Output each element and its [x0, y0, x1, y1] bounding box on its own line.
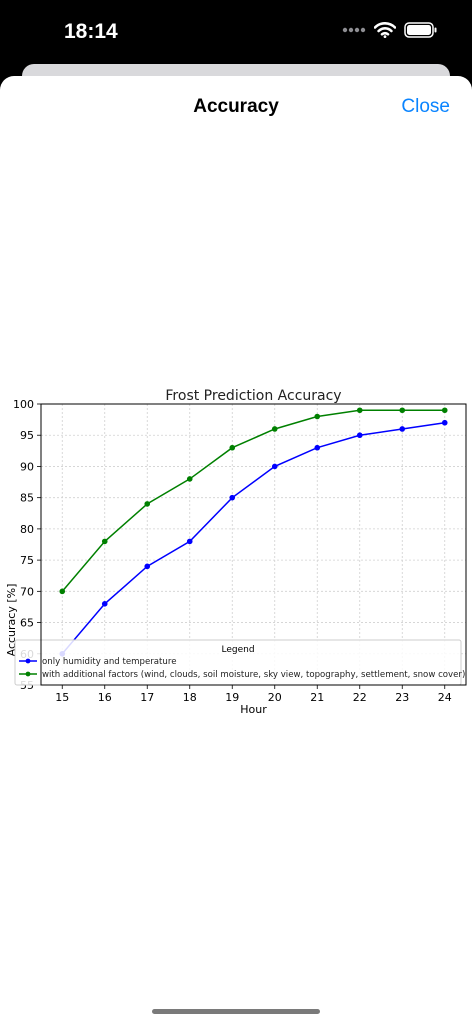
data-point — [144, 563, 151, 570]
battery-icon — [404, 22, 437, 38]
data-point — [59, 588, 66, 595]
data-point — [399, 407, 406, 414]
home-indicator — [152, 1009, 320, 1014]
x-tick-label: 19 — [225, 691, 239, 704]
x-tick-label: 23 — [395, 691, 409, 704]
status-bar: 18:14 — [0, 0, 472, 64]
data-point — [144, 501, 151, 507]
x-tick-label: 16 — [98, 691, 112, 704]
series-line — [61, 409, 445, 592]
data-point — [314, 413, 321, 420]
data-point — [186, 538, 193, 545]
x-tick-label: 17 — [140, 691, 154, 704]
chart-title: Frost Prediction Accuracy — [165, 388, 341, 404]
x-axis-label: Hour — [240, 703, 267, 716]
series-lines — [59, 407, 448, 657]
x-tick-label: 20 — [268, 691, 282, 704]
y-tick-label: 80 — [20, 523, 34, 536]
data-point — [229, 444, 236, 451]
legend-swatch-marker — [25, 658, 31, 664]
y-tick-label: 95 — [20, 429, 34, 442]
data-point — [101, 601, 108, 607]
data-point — [356, 407, 363, 414]
data-point — [441, 407, 448, 414]
y-tick-label: 100 — [13, 398, 34, 411]
x-tick-label: 22 — [353, 691, 367, 704]
legend-entry-label: with additional factors (wind, clouds, s… — [42, 670, 465, 680]
axis-ticks: 1516171819202122232455606570758085909510… — [13, 398, 452, 704]
data-point — [271, 426, 278, 432]
page-title: Accuracy — [193, 96, 279, 117]
data-point — [399, 426, 406, 432]
status-time: 18:14 — [64, 20, 118, 43]
cellular-signal-icon — [342, 27, 366, 33]
wifi-icon — [374, 22, 396, 38]
data-point — [229, 494, 236, 501]
y-tick-label: 90 — [20, 460, 34, 473]
data-point — [441, 419, 448, 426]
data-point — [101, 538, 108, 545]
x-tick-label: 21 — [310, 691, 324, 704]
data-point — [186, 476, 193, 482]
status-icons — [342, 22, 438, 38]
series-line — [61, 421, 445, 655]
y-tick-label: 70 — [20, 585, 34, 598]
y-axis-label: Accuracy [%] — [5, 584, 18, 657]
x-tick-label: 18 — [183, 691, 197, 704]
close-button[interactable]: Close — [401, 96, 450, 117]
legend-swatch-marker — [25, 671, 31, 677]
data-point — [271, 463, 278, 470]
data-point — [314, 444, 321, 451]
y-tick-label: 65 — [20, 617, 34, 630]
modal-sheet: Accuracy Close Frost Prediction Accuracy… — [0, 76, 472, 1024]
legend-entry-label: only humidity and temperature — [42, 657, 177, 667]
data-point — [356, 432, 363, 439]
x-tick-label: 24 — [438, 691, 452, 704]
y-tick-label: 75 — [20, 554, 34, 567]
legend-title: Legend — [221, 645, 254, 655]
plot-frame — [40, 403, 467, 686]
y-tick-label: 85 — [20, 492, 34, 505]
legend: Legend only humidity and temperature with… — [14, 639, 465, 686]
accuracy-chart: Frost Prediction Accuracy 15 16 17 18 19 20 21… — [5, 388, 467, 716]
x-tick-label: 15 — [55, 691, 69, 704]
